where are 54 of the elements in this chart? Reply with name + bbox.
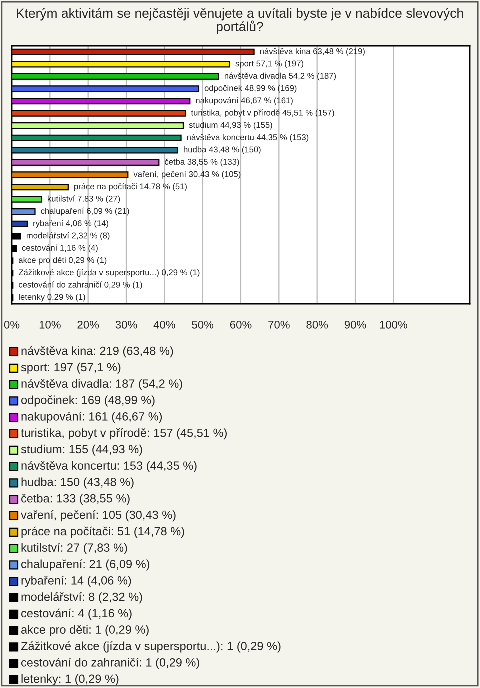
text: modelářství: 8 (2,32 %)	[22, 592, 142, 604]
x-tick-label: 80%	[306, 320, 328, 329]
x-tick-label: 50%	[192, 320, 214, 329]
text: turistika, pobyt v přírodě: 157 (45,51 %)	[21, 428, 227, 440]
text: nakupování: 161 (46,67 %)	[22, 412, 162, 424]
data-label: kutilství 7,83 % (27)	[48, 196, 120, 204]
data-label: cestování do zahraničí 0,29 % (1)	[19, 282, 142, 290]
data-label: práce na počítači 14,78 % (51)	[74, 183, 187, 192]
x-tick-label: 100%	[380, 320, 408, 329]
x-tick-label: 90%	[344, 320, 366, 329]
data-label: návštěva kina 63,48 % (219)	[260, 48, 365, 56]
data-label: návštěva divadla 54,2 % (187)	[224, 72, 336, 81]
data-label: hudba 43,48 % (150)	[184, 146, 261, 154]
text: četba: 133 (38,55 %)	[22, 494, 130, 506]
text: letenky: 1 (0,29 %)	[22, 674, 119, 686]
data-label: letenky 0,29 % (1)	[19, 294, 86, 302]
text: rybaření: 14 (4,06 %)	[22, 576, 132, 588]
text: vaření, pečení: 105 (30,43 %)	[21, 510, 176, 522]
data-label: modelářství 2,32 % (8)	[26, 232, 110, 240]
x-tick-label: 20%	[78, 320, 100, 329]
text: návštěva koncertu: 153 (44,35 %)	[22, 461, 197, 472]
x-tick-label: 30%	[116, 320, 138, 329]
text: cestování do zahraničí: 1 (0,29 %)	[22, 658, 200, 670]
data-label: sport 57,1 % (197)	[236, 60, 304, 68]
text: cestování: 4 (1,16 %)	[22, 608, 132, 620]
text: akce pro děti: 1 (0,29 %)	[22, 625, 149, 636]
x-tick-label: 40%	[154, 320, 176, 329]
text: Zážitkové akce (jízda v supersportu...): 1 (0,29 %)	[21, 642, 281, 653]
text: hudba: 150 (43,48 %)	[22, 478, 134, 489]
text: návštěva divadla: 187 (54,2 %)	[22, 379, 182, 390]
data-label: Zážitkové akce (jízda v supersportu...) 0,29 % (1)	[18, 269, 200, 278]
text: práce na počítači: 51 (14,78 %)	[22, 526, 184, 538]
data-label: vaření, pečení 30,43 % (105)	[134, 171, 241, 179]
data-label: návštěva koncertu 44,35 % (153)	[187, 134, 309, 142]
data-label: nakupování 46,67 % (161)	[196, 97, 293, 106]
text: chalupaření: 21 (6,09 %)	[22, 560, 150, 571]
data-label: akce pro děti 0,29 % (1)	[19, 257, 107, 265]
data-label: odpočinek 48,99 % (169)	[204, 85, 297, 93]
chart-title: Kterým aktivitám se nejčastěji věnujete a uvítali byste je v nabídce slevových portálů?	[17, 8, 464, 34]
x-tick-label: 70%	[268, 320, 290, 329]
x-tick-label: 10%	[40, 320, 61, 329]
text: studium: 155 (44,93 %)	[21, 444, 142, 456]
text: sport: 197 (57,1 %)	[21, 362, 121, 374]
data-label: cestování 1,16 % (4)	[22, 244, 98, 253]
text: návštěva kina: 219 (63,48 %)	[22, 346, 174, 358]
data-label: turistika, pobyt v přírodě 45,51 % (157)	[191, 110, 334, 118]
x-tick-label: 0%	[4, 320, 20, 329]
data-label: chalupaření 6,09 % (21)	[41, 208, 130, 216]
text: kutilství: 27 (7,83 %)	[22, 543, 128, 554]
data-label: studium 44,93 % (155)	[189, 122, 272, 130]
data-label: rybaření 4,06 % (14)	[34, 220, 108, 228]
text: odpočinek: 169 (48,99 %)	[21, 396, 155, 407]
x-tick-label: 60%	[230, 320, 252, 329]
data-label: četba 38,55 % (133)	[165, 158, 240, 167]
